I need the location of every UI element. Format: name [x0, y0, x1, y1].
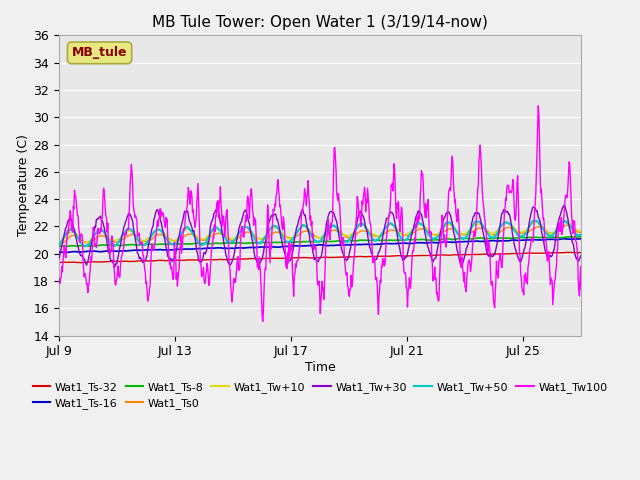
Y-axis label: Temperature (C): Temperature (C) [17, 134, 30, 237]
Text: MB_tule: MB_tule [72, 47, 127, 60]
Title: MB Tule Tower: Open Water 1 (3/19/14-now): MB Tule Tower: Open Water 1 (3/19/14-now… [152, 15, 488, 30]
X-axis label: Time: Time [305, 361, 335, 374]
Legend: Wat1_Ts-32, Wat1_Ts-16, Wat1_Ts-8, Wat1_Ts0, Wat1_Tw+10, Wat1_Tw+30, Wat1_Tw+50,: Wat1_Ts-32, Wat1_Ts-16, Wat1_Ts-8, Wat1_… [28, 377, 612, 413]
